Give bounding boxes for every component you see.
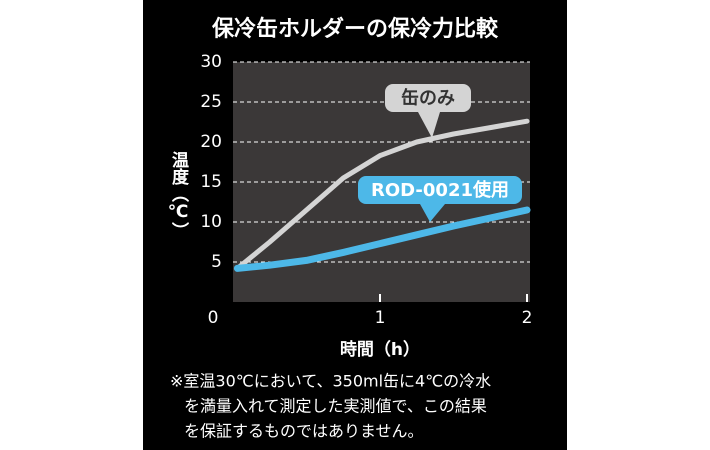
series-line bbox=[233, 206, 531, 272]
label-box bbox=[358, 176, 522, 204]
label-pointer bbox=[418, 112, 440, 138]
label-pointer bbox=[420, 204, 445, 222]
y-tick-label: 30 bbox=[200, 52, 222, 72]
y-tick-label: 20 bbox=[200, 132, 222, 152]
y-tick-label: 15 bbox=[200, 172, 222, 192]
note-line: を保証するものではありません。 bbox=[184, 422, 424, 441]
note-line: を満量入れて測定した実測値で、この結果 bbox=[184, 397, 487, 416]
y-tick-label: 10 bbox=[200, 212, 222, 232]
chart-title: 保冷缶ホルダーの保冷力比較 bbox=[211, 16, 499, 42]
y-tick-label: 25 bbox=[200, 92, 222, 112]
y-tick-label: 5 bbox=[211, 252, 222, 272]
x-tick-label: 1 bbox=[375, 308, 386, 328]
x-axis-label: 時間（h） bbox=[340, 339, 420, 360]
x-tick-label: 0 bbox=[208, 308, 219, 328]
label-box bbox=[385, 84, 471, 112]
y-axis-label: 温度（℃） bbox=[168, 151, 189, 239]
series-label: 缶のみ bbox=[401, 87, 455, 109]
note-line: ※室温30℃において、350ml缶に4℃の冷水 bbox=[170, 372, 491, 391]
series-line bbox=[234, 118, 530, 271]
x-tick-label: 2 bbox=[522, 308, 533, 328]
series-label: ROD-0021使用 bbox=[371, 180, 509, 201]
